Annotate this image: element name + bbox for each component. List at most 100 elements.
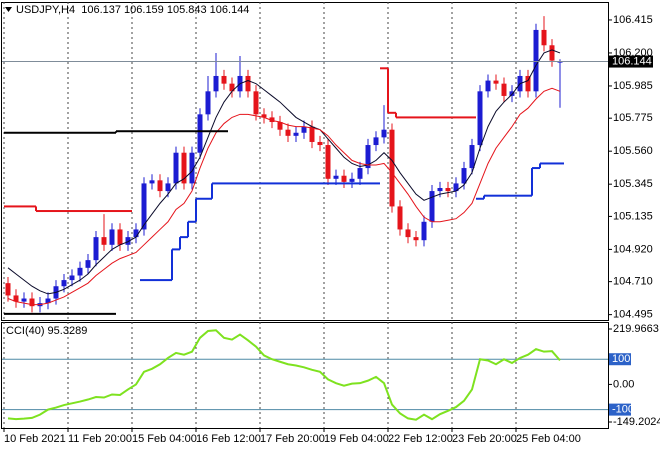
- candle-body: [389, 129, 395, 207]
- x-tick-label: 17 Feb 20:00: [260, 433, 325, 445]
- candle-body: [397, 206, 403, 230]
- candle-body: [333, 175, 339, 179]
- candle-body: [525, 75, 531, 92]
- y-tick-label: 104.920: [613, 243, 653, 255]
- candle-body: [413, 237, 419, 241]
- candle-body: [557, 61, 563, 63]
- candle-body: [117, 229, 123, 245]
- candle-body: [261, 114, 267, 118]
- candle-body: [309, 126, 315, 142]
- candle-body: [421, 221, 427, 241]
- candle-body: [549, 45, 555, 61]
- x-tick-label: 16 Feb 12:00: [196, 433, 261, 445]
- chart-title: USDJPY,H4 106.137 106.159 105.843 106.14…: [16, 4, 249, 16]
- candle-body: [469, 145, 475, 169]
- level-box: [609, 403, 631, 416]
- candle-body: [437, 188, 443, 192]
- candle-body: [485, 80, 491, 92]
- candle-body: [173, 152, 179, 184]
- candle-body: [77, 267, 83, 276]
- x-tick-label: 25 Feb 04:00: [516, 433, 581, 445]
- candle-body: [501, 83, 507, 96]
- candle-body: [461, 168, 467, 184]
- candle-body: [477, 91, 483, 146]
- candle-body: [157, 180, 163, 192]
- candle-body: [493, 80, 499, 84]
- candle-body: [245, 75, 251, 92]
- price-panel-border: [1, 2, 609, 321]
- candle-body: [181, 152, 187, 184]
- candle-body: [373, 137, 379, 146]
- y-tick-label: 105.560: [613, 145, 653, 157]
- x-tick-label: 11 Feb 20:00: [68, 433, 132, 445]
- candle-body: [325, 145, 331, 179]
- candle-body: [45, 298, 51, 304]
- candle-body: [541, 29, 547, 46]
- y-tick-label: 105.985: [613, 80, 653, 92]
- candle-body: [93, 237, 99, 261]
- menu-arrow: [5, 7, 12, 12]
- candle-body: [533, 29, 539, 92]
- y-tick-label: 105.135: [613, 210, 653, 222]
- candle-body: [317, 141, 323, 146]
- level-label: 100: [612, 353, 630, 365]
- candle-body: [349, 178, 355, 182]
- candle-body: [13, 295, 19, 302]
- y-tick-label: 219.9663: [613, 323, 659, 335]
- indicator-title: CCI(40) 95.3289: [6, 325, 87, 337]
- candle-body: [301, 126, 307, 133]
- indicator-line: [7, 49, 561, 295]
- candle-body: [429, 191, 435, 222]
- candle-body: [61, 280, 67, 287]
- y-tick-label: -149.2024: [613, 416, 660, 428]
- level-box: [609, 353, 631, 366]
- candle-body: [149, 180, 155, 184]
- candle-body: [125, 237, 131, 245]
- candle-body: [269, 117, 275, 123]
- candle-body: [5, 283, 11, 296]
- candle-body: [29, 298, 35, 307]
- x-tick-label: 19 Feb 04:00: [324, 433, 389, 445]
- candle-body: [285, 129, 291, 136]
- candle-body: [189, 152, 195, 184]
- candle-body: [205, 91, 211, 115]
- candle-body: [101, 237, 107, 245]
- candle-body: [357, 168, 363, 179]
- y-tick-label: 105.345: [613, 178, 653, 190]
- candle-body: [141, 183, 147, 230]
- candle-body: [197, 114, 203, 153]
- y-tick-label: 0.00: [613, 378, 634, 390]
- candle-body: [341, 175, 347, 182]
- last-price-box: [609, 55, 653, 68]
- last-price-label: 106.144: [612, 55, 652, 67]
- candle-body: [445, 188, 451, 192]
- candle-body: [253, 91, 259, 115]
- candle-body: [405, 229, 411, 238]
- candle-body: [277, 122, 283, 130]
- candle-body: [21, 298, 27, 302]
- candle-body: [133, 229, 139, 238]
- indicator-line: [7, 329, 561, 421]
- candle-body: [381, 129, 387, 138]
- candle-body: [165, 183, 171, 192]
- candle-body: [229, 83, 235, 92]
- candle-body: [85, 260, 91, 268]
- level-label: -100: [612, 404, 634, 416]
- candle-body: [213, 75, 219, 92]
- x-tick-label: 10 Feb 2021: [4, 433, 66, 445]
- x-tick-label: 15 Feb 04:00: [132, 433, 197, 445]
- candle-body: [69, 275, 75, 281]
- candle-body: [365, 145, 371, 169]
- y-tick-label: 104.710: [613, 276, 653, 288]
- x-tick-label: 22 Feb 12:00: [388, 433, 453, 445]
- x-tick-label: 23 Feb 20:00: [452, 433, 517, 445]
- candle-body: [453, 183, 459, 192]
- candle-body: [109, 229, 115, 245]
- y-tick-label: 106.415: [613, 14, 653, 26]
- cci-panel-border: [1, 322, 609, 429]
- indicator-line: [7, 87, 561, 306]
- candle-body: [293, 132, 299, 136]
